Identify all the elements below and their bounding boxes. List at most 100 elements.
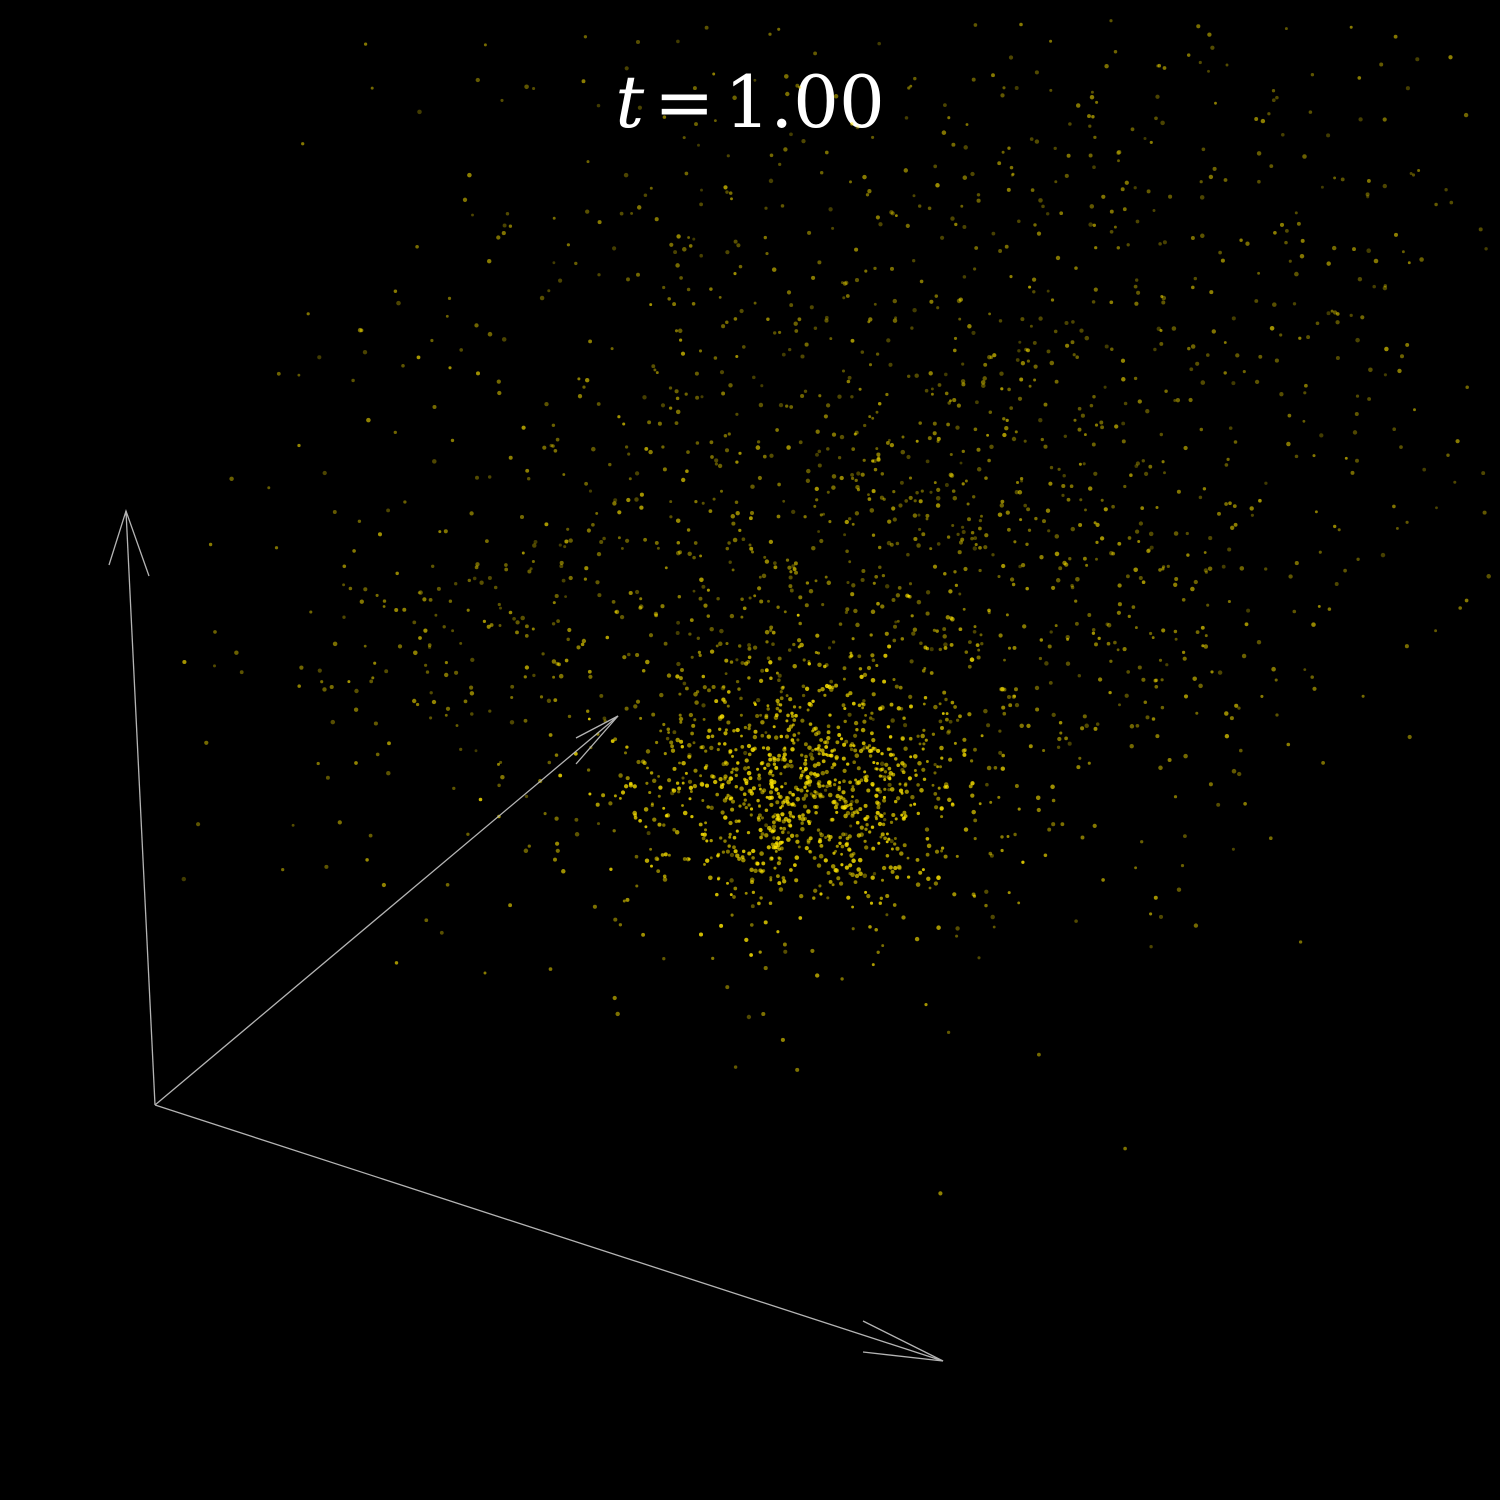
particle xyxy=(1078,756,1082,760)
particle xyxy=(1159,341,1164,346)
particle xyxy=(1029,324,1033,328)
particle xyxy=(1294,561,1299,566)
particle xyxy=(1226,457,1230,462)
particle xyxy=(751,848,756,854)
particle xyxy=(1000,835,1004,839)
particle xyxy=(856,833,862,838)
particle xyxy=(382,599,387,603)
particle xyxy=(1133,186,1137,190)
particle xyxy=(981,383,986,388)
particle xyxy=(213,630,217,634)
particle xyxy=(780,812,785,817)
particle xyxy=(676,550,681,556)
particle xyxy=(1186,53,1191,57)
particle xyxy=(701,584,706,589)
particle xyxy=(910,795,915,800)
particle xyxy=(1220,258,1225,263)
particle xyxy=(936,542,941,546)
particle xyxy=(945,712,949,716)
particle xyxy=(862,672,868,678)
particle xyxy=(971,77,976,82)
particle xyxy=(1054,379,1059,384)
particle xyxy=(690,814,694,819)
particle xyxy=(539,295,545,301)
particle xyxy=(851,476,855,480)
particle xyxy=(1211,329,1217,334)
particle xyxy=(870,731,874,736)
particle xyxy=(1011,436,1017,442)
particle xyxy=(1117,583,1122,588)
particle xyxy=(1367,397,1372,401)
particle xyxy=(297,684,301,688)
particle xyxy=(624,706,629,711)
particle xyxy=(1159,432,1164,437)
particle xyxy=(855,780,860,786)
particle xyxy=(933,763,937,767)
particle xyxy=(861,569,866,573)
particle xyxy=(831,474,837,479)
particle xyxy=(478,797,483,802)
particle xyxy=(741,849,746,854)
particle xyxy=(676,661,681,667)
particle xyxy=(413,650,418,656)
particle xyxy=(1308,110,1313,114)
particle xyxy=(706,614,711,618)
particle xyxy=(1092,165,1096,170)
particle xyxy=(692,86,697,91)
particle xyxy=(825,403,831,408)
particle xyxy=(662,823,666,827)
particle xyxy=(767,599,770,603)
particle xyxy=(771,642,775,646)
particle xyxy=(901,816,906,821)
particle xyxy=(848,560,852,564)
particle xyxy=(317,355,322,360)
particle xyxy=(612,829,616,833)
particle xyxy=(1089,403,1094,408)
particle xyxy=(652,817,657,822)
particle xyxy=(877,41,881,46)
particle xyxy=(804,342,809,347)
particle xyxy=(297,373,301,377)
particle xyxy=(703,603,708,608)
particle xyxy=(844,519,849,525)
particle xyxy=(814,747,818,751)
particle xyxy=(978,518,983,523)
particle xyxy=(532,86,536,91)
particle xyxy=(960,537,965,542)
particle xyxy=(962,607,966,611)
particle xyxy=(932,421,937,426)
particle xyxy=(953,570,957,574)
particle xyxy=(950,216,955,221)
particle xyxy=(777,482,781,487)
particle xyxy=(687,752,692,758)
particle xyxy=(723,815,728,820)
particle xyxy=(1002,711,1007,716)
particle xyxy=(1074,621,1079,626)
particle xyxy=(1017,490,1023,495)
particle xyxy=(947,729,952,734)
particle xyxy=(978,526,982,531)
particle xyxy=(747,646,752,651)
particle xyxy=(709,440,714,445)
particle xyxy=(824,315,829,320)
particle xyxy=(672,827,677,832)
particle xyxy=(962,752,967,757)
particle xyxy=(786,727,792,733)
particle xyxy=(634,497,639,502)
particle xyxy=(870,875,875,880)
particle xyxy=(686,287,691,292)
particle xyxy=(1310,675,1314,679)
particle xyxy=(830,749,834,753)
particle xyxy=(749,807,754,811)
particle xyxy=(851,701,856,706)
particle xyxy=(889,542,894,547)
particle xyxy=(847,375,852,380)
particle xyxy=(896,706,901,711)
particle xyxy=(732,729,736,733)
particle xyxy=(771,267,777,272)
particle xyxy=(1435,506,1438,510)
particle xyxy=(558,673,564,679)
particle xyxy=(847,834,852,839)
particle xyxy=(1017,807,1021,811)
particle xyxy=(623,172,629,178)
